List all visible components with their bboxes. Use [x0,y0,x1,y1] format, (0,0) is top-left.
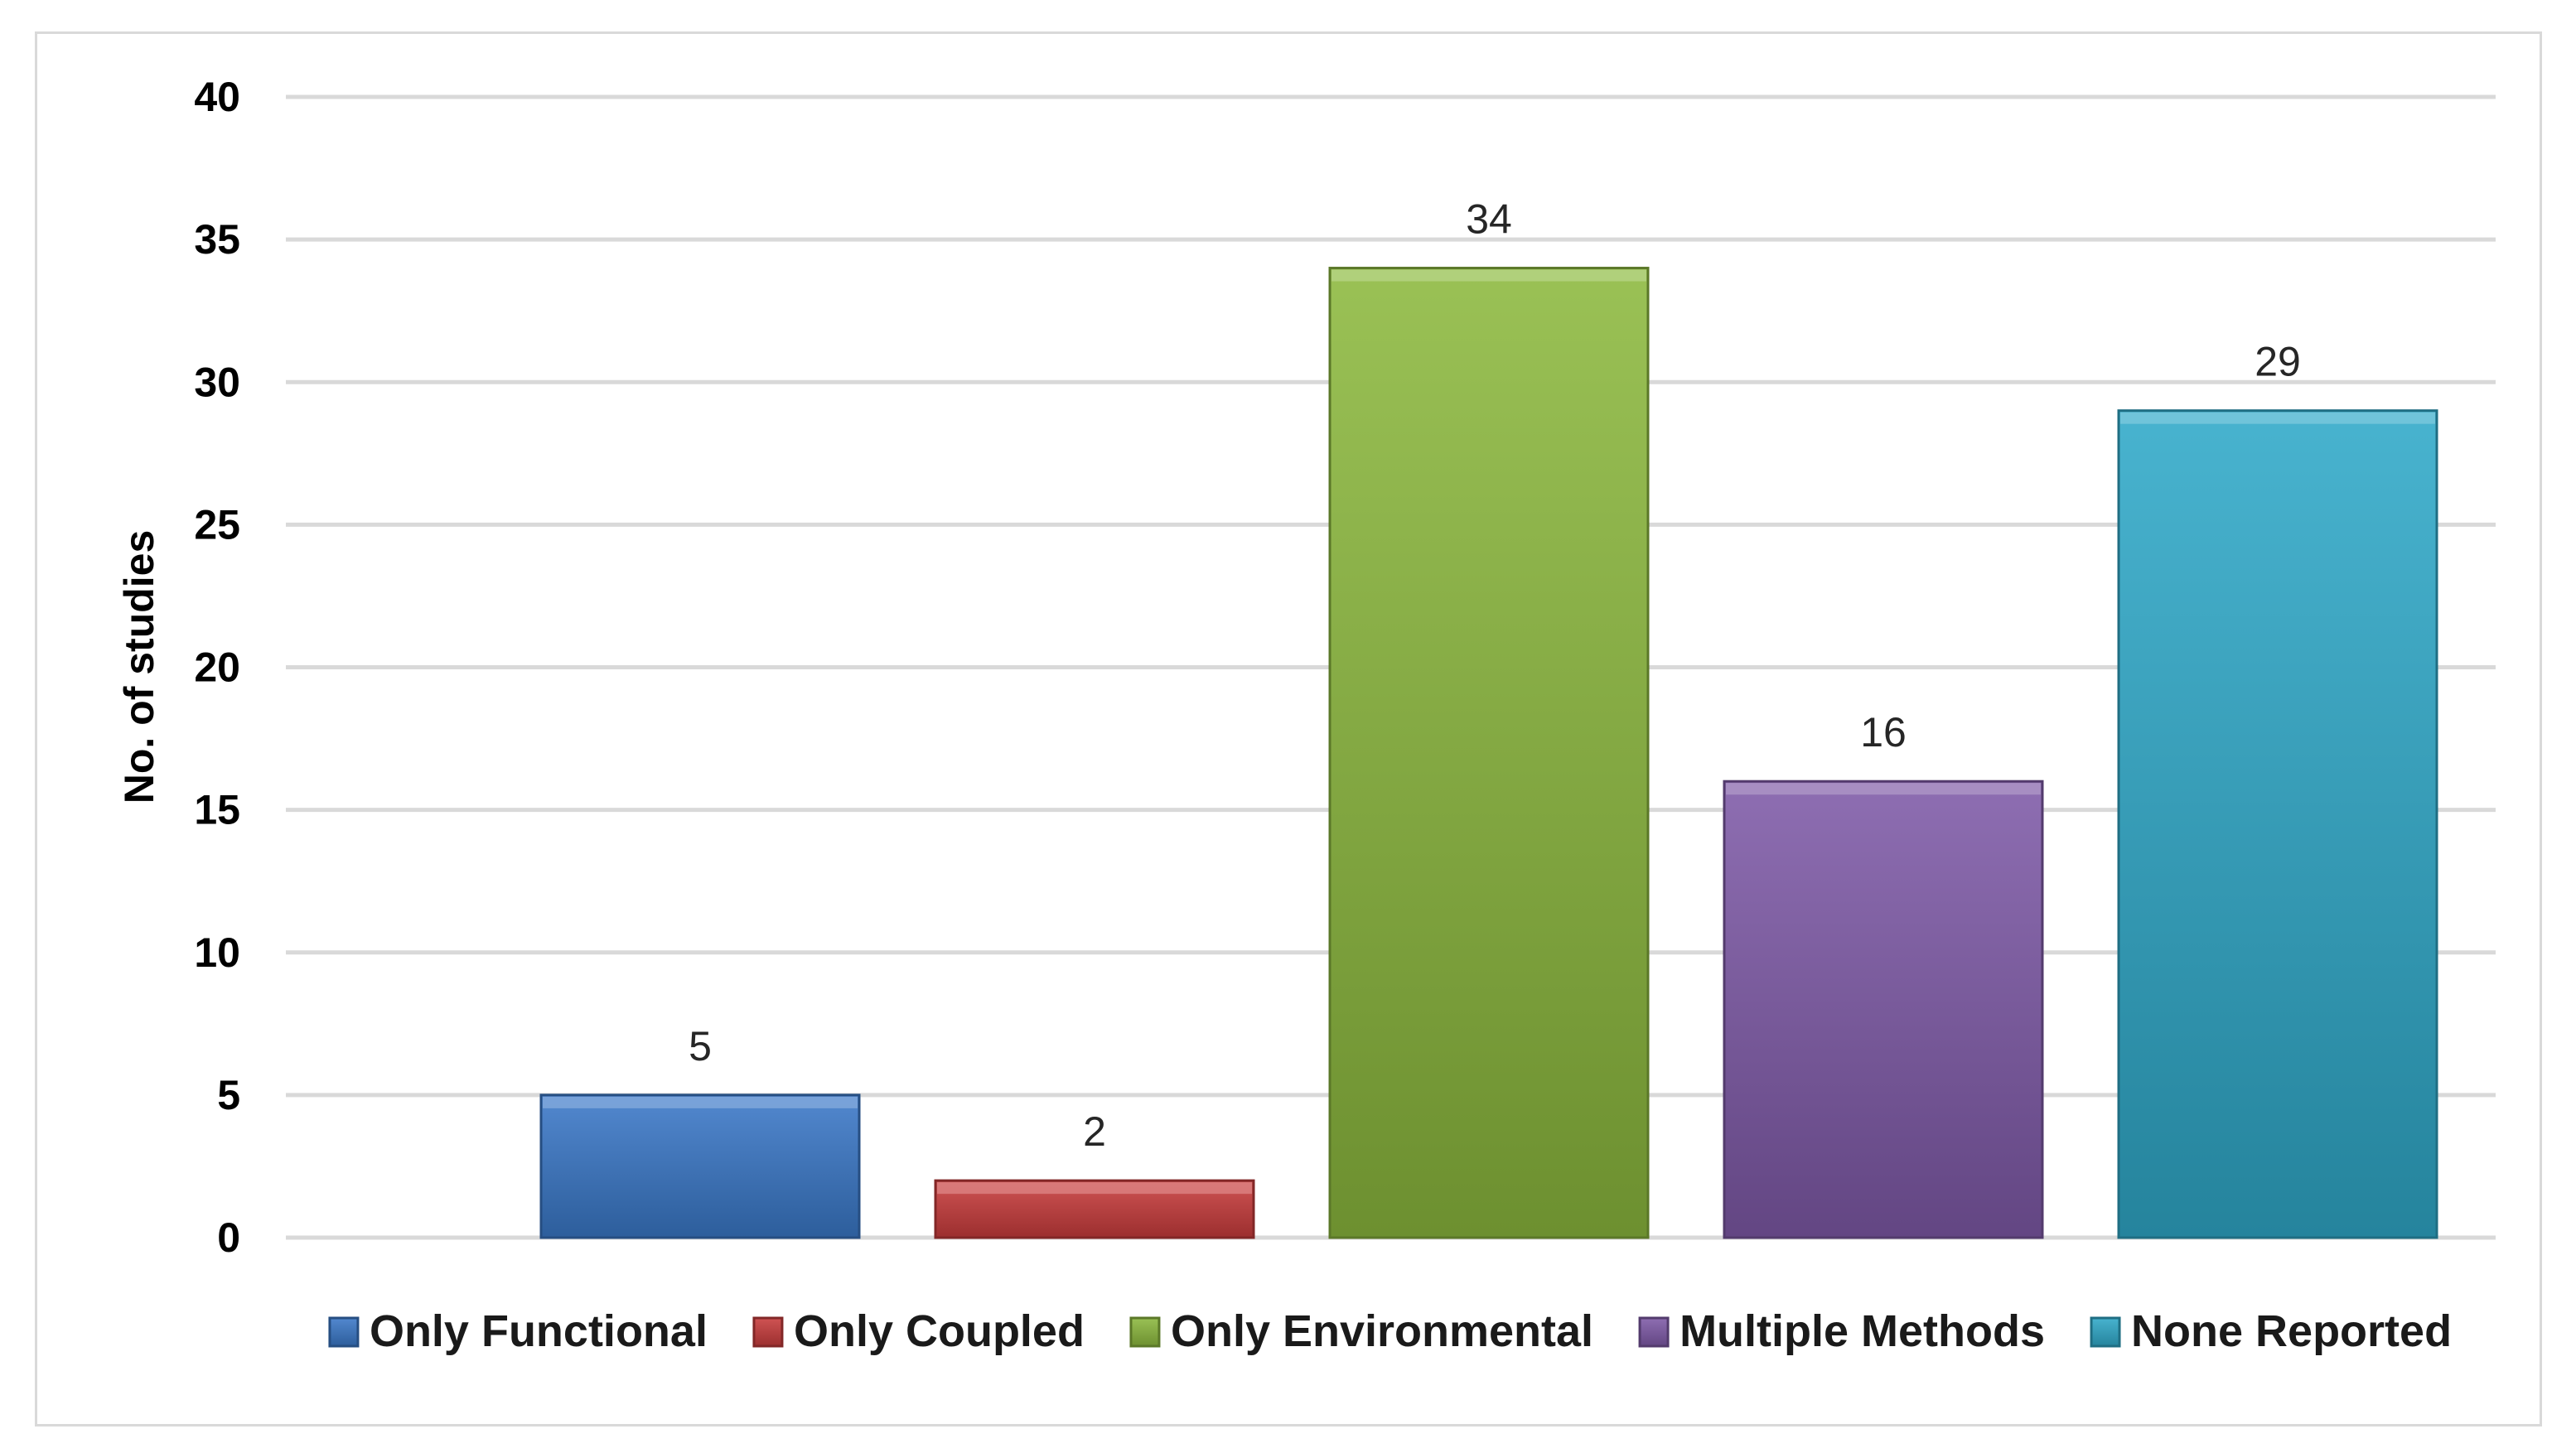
legend-label: Multiple Methods [1679,1306,2045,1356]
y-tick-label: 20 [194,644,240,691]
bar-only-functional [539,1093,861,1239]
legend-swatch [328,1316,360,1348]
bar-multiple-methods [1723,780,2044,1239]
data-label-none-reported: 29 [2255,339,2301,385]
legend-swatch [1129,1316,1161,1348]
legend-item-multiple-methods: Multiple Methods [1638,1306,2045,1356]
legend-item-only-functional: Only Functional [328,1306,708,1356]
y-tick-label: 10 [194,929,240,976]
legend-item-none-reported: None Reported [2090,1306,2452,1356]
legend-label: Only Functional [370,1306,708,1356]
bar-highlight-none-reported [2120,412,2435,424]
legend-swatch [752,1316,784,1348]
legend-swatch [2090,1316,2121,1348]
bar-none-reported [2117,409,2438,1239]
data-label-only-coupled: 2 [1083,1108,1106,1155]
y-tick-label: 5 [217,1072,240,1118]
y-axis-ticks: 0 5 10 15 20 25 30 35 40 [194,74,240,1261]
bar-highlight-only-coupled [937,1182,1252,1195]
legend: Only Functional Only Coupled Only Environm… [328,1306,2452,1356]
bar-highlight-only-functional [543,1096,858,1108]
y-axis-title: No. of studies [116,530,162,804]
bar-highlight-multiple-methods [1726,783,2041,795]
legend-item-only-coupled: Only Coupled [752,1306,1085,1356]
bars [539,267,2438,1239]
bar-only-environmental [1328,267,1650,1239]
data-label-only-functional: 5 [689,1023,712,1069]
data-label-multiple-methods: 16 [1860,709,1907,755]
y-tick-label: 30 [194,359,240,405]
data-label-only-environmental: 34 [1466,196,1512,243]
legend-label: Only Environmental [1171,1306,1593,1356]
y-tick-label: 0 [217,1214,240,1261]
y-tick-label: 15 [194,787,240,833]
bar-highlight-only-environmental [1331,269,1646,282]
legend-label: None Reported [2131,1306,2452,1356]
y-tick-label: 35 [194,216,240,263]
y-tick-label: 40 [194,74,240,120]
legend-label: Only Coupled [794,1306,1085,1356]
legend-item-only-environmental: Only Environmental [1129,1306,1593,1356]
legend-swatch [1638,1316,1670,1348]
y-tick-label: 25 [194,501,240,548]
